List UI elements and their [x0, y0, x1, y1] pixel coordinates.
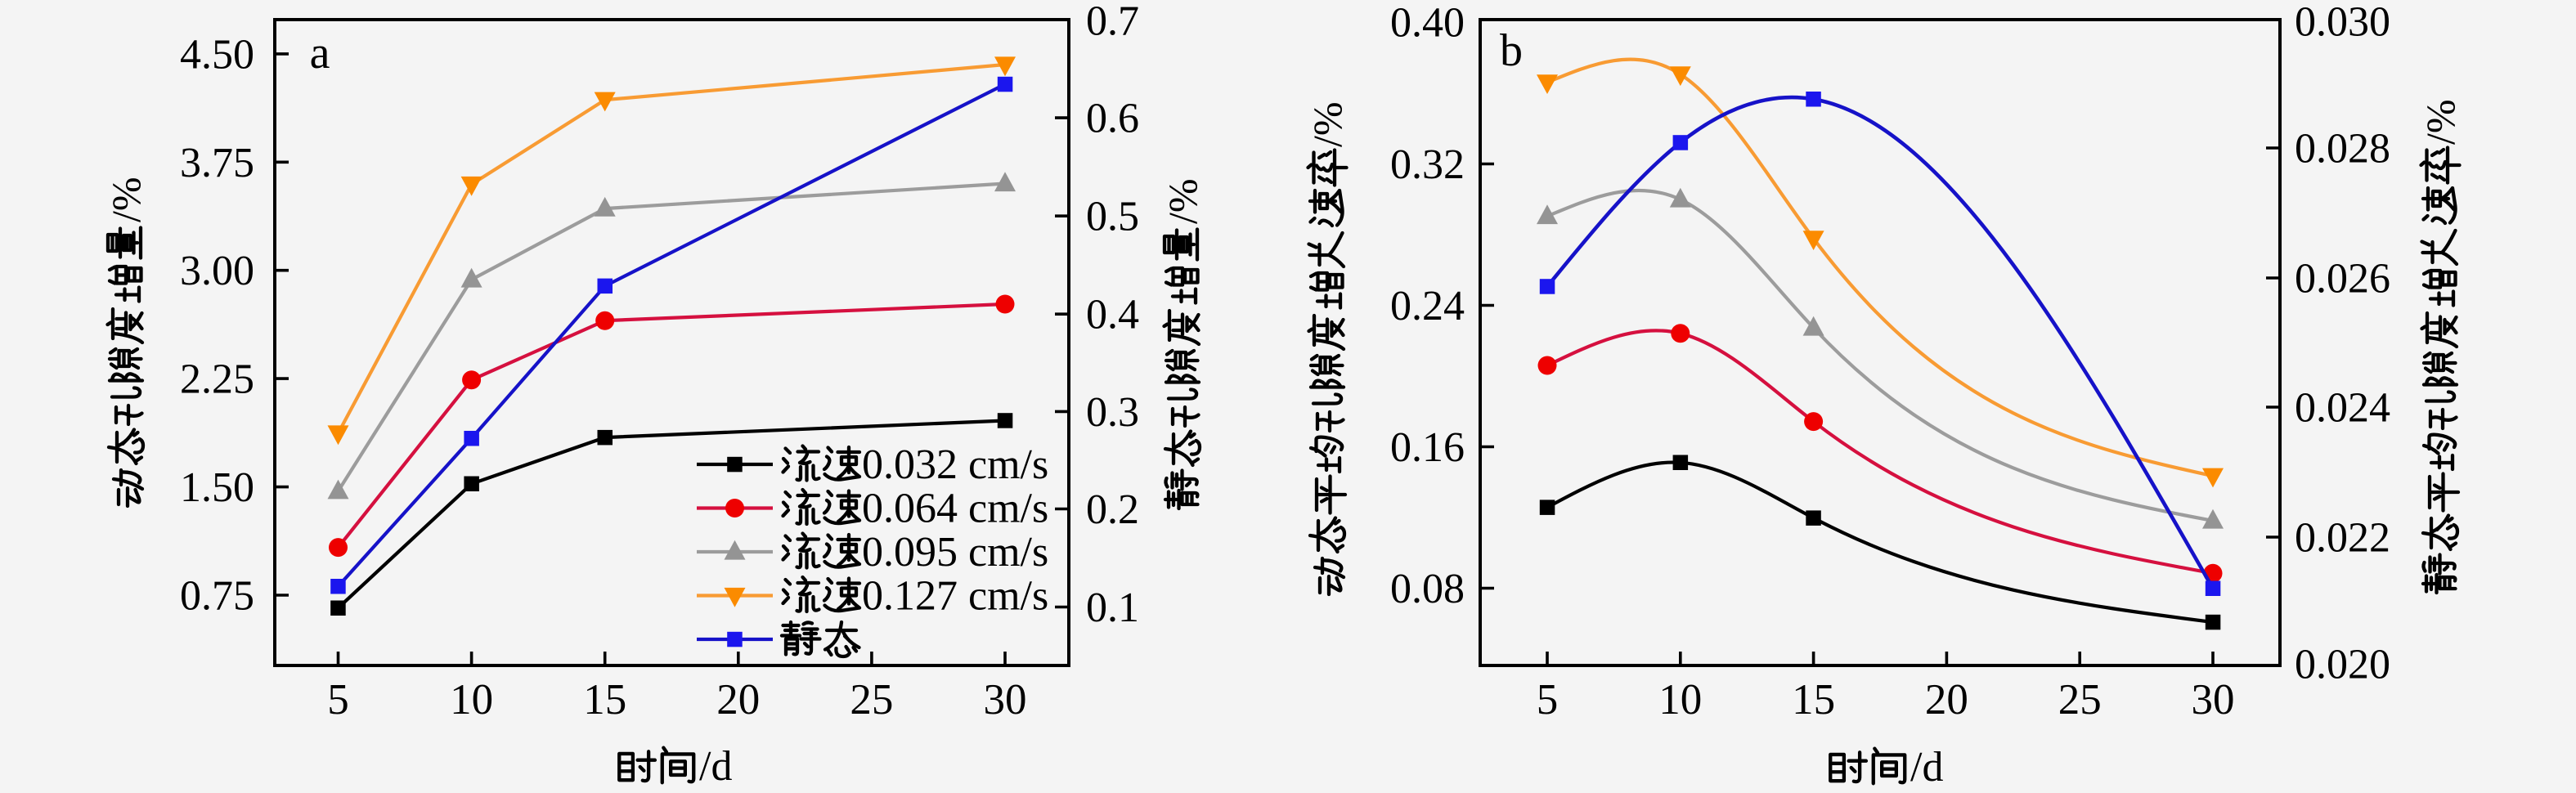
svg-text:0.32: 0.32	[1390, 141, 1465, 188]
svg-text:/%: /%	[1304, 101, 1350, 147]
svg-text:0.75: 0.75	[180, 573, 254, 620]
svg-text:0.024: 0.024	[2295, 385, 2390, 432]
svg-text:0.020: 0.020	[2295, 642, 2390, 688]
svg-text:3.00: 3.00	[180, 248, 254, 294]
svg-text:0.026: 0.026	[2295, 256, 2390, 302]
svg-text:0.6: 0.6	[1086, 96, 1139, 142]
svg-text:0.24: 0.24	[1390, 283, 1465, 329]
svg-text:0.1: 0.1	[1086, 585, 1139, 631]
svg-text:3.75: 3.75	[180, 140, 254, 186]
svg-text:0.095 cm/s: 0.095 cm/s	[862, 529, 1048, 576]
svg-text:5: 5	[327, 676, 349, 724]
svg-text:25: 25	[2058, 676, 2102, 724]
svg-text:20: 20	[1925, 676, 1968, 724]
svg-text:0.022: 0.022	[2295, 515, 2390, 562]
svg-text:/d: /d	[699, 743, 732, 790]
svg-text:0.030: 0.030	[2295, 0, 2390, 46]
svg-text:15: 15	[583, 676, 626, 724]
svg-text:/%: /%	[103, 177, 149, 222]
svg-text:1.50: 1.50	[180, 464, 254, 511]
svg-text:0.7: 0.7	[1086, 0, 1139, 45]
svg-text:2.25: 2.25	[180, 356, 254, 403]
svg-text:0.16: 0.16	[1390, 424, 1465, 471]
svg-text:/%: /%	[2417, 99, 2463, 145]
svg-text:/%: /%	[1160, 178, 1205, 224]
svg-text:0.5: 0.5	[1086, 194, 1139, 240]
svg-text:/d: /d	[1910, 744, 1943, 791]
svg-text:0.032 cm/s: 0.032 cm/s	[862, 441, 1048, 488]
svg-text:0.028: 0.028	[2295, 126, 2390, 172]
svg-text:15: 15	[1792, 676, 1835, 724]
svg-text:30: 30	[984, 676, 1027, 724]
svg-text:0.40: 0.40	[1390, 0, 1465, 47]
svg-text:10: 10	[450, 676, 493, 724]
svg-text:0.064 cm/s: 0.064 cm/s	[862, 486, 1048, 532]
svg-text:0.4: 0.4	[1086, 292, 1139, 338]
svg-text:30: 30	[2192, 676, 2235, 724]
svg-text:0.2: 0.2	[1086, 486, 1139, 533]
svg-text:20: 20	[716, 676, 760, 724]
svg-text:0.08: 0.08	[1390, 566, 1465, 612]
svg-text:25: 25	[850, 676, 893, 724]
svg-text:0.3: 0.3	[1086, 389, 1139, 436]
svg-text:b: b	[1500, 25, 1523, 76]
svg-text:5: 5	[1537, 676, 1559, 724]
svg-text:4.50: 4.50	[180, 31, 254, 78]
svg-text:10: 10	[1658, 676, 1702, 724]
svg-text:0.127 cm/s: 0.127 cm/s	[862, 573, 1048, 620]
svg-text:a: a	[310, 28, 330, 78]
